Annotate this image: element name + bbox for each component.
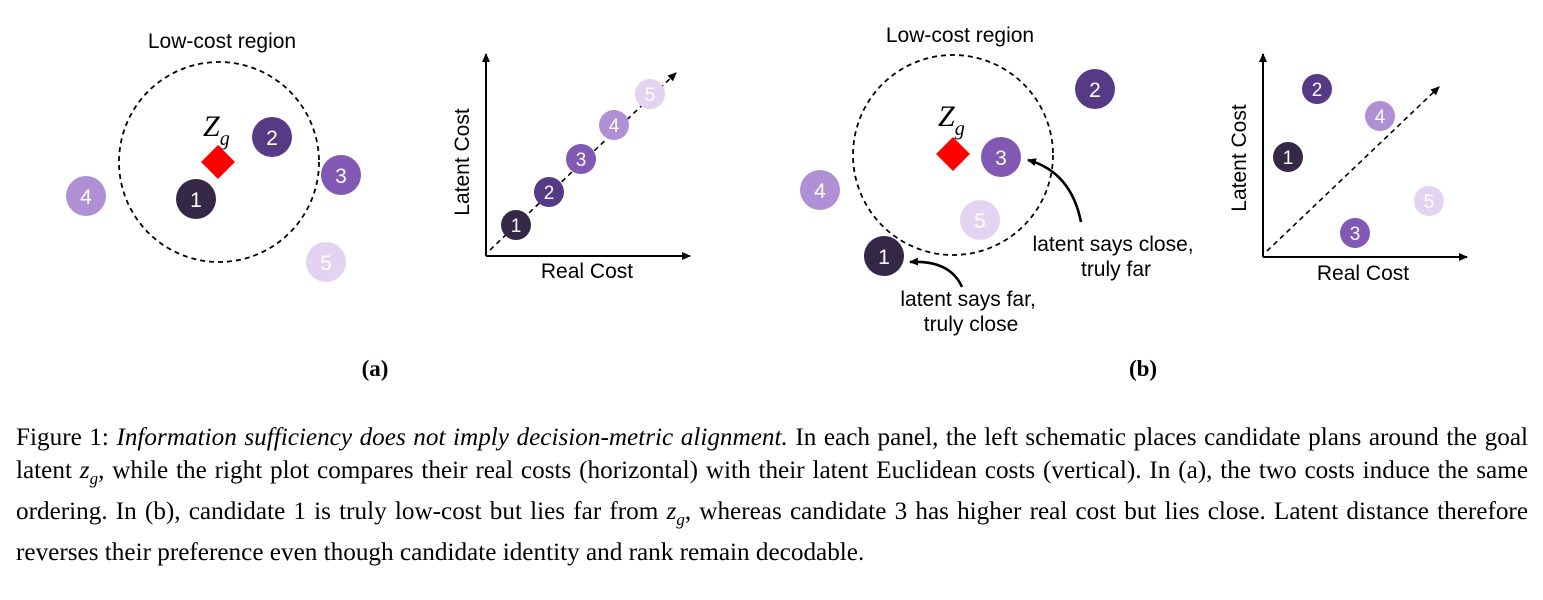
goal-latent-label: Zg (203, 110, 230, 150)
plot-point-3: 3 (566, 144, 596, 174)
panel-b: Low-cost region Zg 1 2 3 4 5 (800, 24, 1468, 381)
candidate-3: 3 (321, 155, 361, 195)
candidate-number: 4 (80, 186, 92, 209)
caption-text-3: , whereas candidate 3 has higher real co… (16, 498, 1528, 567)
plot-point-dot (1414, 186, 1444, 216)
annotation-1-text: latent says far, truly close (900, 288, 1041, 336)
goal-latent-marker (936, 137, 970, 171)
plot-point-2: 2 (534, 177, 564, 207)
candidate-4: 4 (800, 170, 840, 210)
plot-point-number: 1 (1283, 148, 1294, 169)
plot-point-4: 4 (1365, 101, 1395, 131)
x-axis-label: Real Cost (541, 260, 633, 283)
candidate-number: 1 (878, 246, 890, 269)
caption-math-zg-1: zg (79, 457, 99, 489)
plot-point-dot (635, 79, 665, 109)
goal-latent-marker (201, 145, 235, 179)
plot-point-number: 4 (609, 116, 620, 137)
plot-point-5: 5 (635, 79, 665, 109)
y-axis-label: Latent Cost (1228, 104, 1251, 212)
caption-math-zg-2: zg (666, 498, 685, 530)
y-axis-label: Latent Cost (451, 108, 474, 216)
panel-a-cost-plot: Real Cost Latent Cost 1 2 3 4 5 (451, 53, 691, 283)
annotation-arrow-1 (909, 257, 964, 288)
candidate-number: 4 (814, 180, 826, 203)
plot-point-dot (1302, 74, 1332, 104)
plot-point-dot (1340, 218, 1370, 248)
plot-point-3: 3 (1340, 218, 1370, 248)
plot-point-dot (1273, 142, 1303, 172)
candidate-dot (252, 117, 292, 157)
candidate-4: 4 (66, 176, 106, 216)
plot-point-dot (566, 144, 596, 174)
goal-latent-label: Zg (938, 100, 965, 140)
candidate-1: 1 (176, 179, 216, 219)
plot-point-4: 4 (599, 110, 629, 140)
panel-a: Low-cost region Zg 1 2 3 4 5 (66, 30, 691, 381)
panel-b-sublabel: (b) (1129, 356, 1157, 381)
candidate-2: 2 (1075, 69, 1115, 109)
candidate-number: 5 (320, 252, 332, 275)
plot-point-2: 2 (1302, 74, 1332, 104)
candidate-dot (66, 176, 106, 216)
candidate-dot (321, 155, 361, 195)
panel-a-sublabel: (a) (362, 356, 389, 381)
caption-text-2: , while the right plot compares their re… (16, 457, 1529, 526)
plot-point-number: 3 (1350, 224, 1361, 245)
candidate-number: 5 (974, 210, 986, 233)
candidate-dot (981, 137, 1021, 177)
annotation-3-text: latent says close, truly far (1033, 233, 1200, 281)
plot-point-dot (534, 177, 564, 207)
candidate-number: 3 (335, 165, 347, 188)
x-axis-label: Real Cost (1317, 262, 1409, 285)
identity-diagonal (1266, 86, 1440, 252)
plot-point-number: 2 (544, 183, 555, 204)
candidate-dot (864, 236, 904, 276)
plot-point-dot (599, 110, 629, 140)
plot-point-number: 4 (1375, 107, 1386, 128)
plot-point-number: 1 (511, 216, 522, 237)
candidate-dot (306, 242, 346, 282)
plot-point-5: 5 (1414, 186, 1444, 216)
plot-point-1: 1 (1273, 142, 1303, 172)
candidate-dot (960, 200, 1000, 240)
candidate-5: 5 (306, 242, 346, 282)
low-cost-region-circle (118, 61, 320, 263)
plot-point-number: 3 (576, 150, 587, 171)
candidate-2: 2 (252, 117, 292, 157)
figure-caption: Figure 1: Information sufficiency does n… (16, 421, 1528, 569)
candidate-number: 3 (995, 147, 1007, 170)
plot-point-number: 2 (1312, 80, 1323, 101)
figure-1: Low-cost region Zg 1 2 3 4 5 (66, 24, 1468, 381)
candidate-dot (1075, 69, 1115, 109)
panel-b-cost-plot: Real Cost Latent Cost 1 2 3 4 5 (1228, 53, 1468, 285)
plot-point-1: 1 (501, 210, 531, 240)
candidate-dot (176, 179, 216, 219)
low-cost-region-circle (852, 54, 1054, 256)
low-cost-region-label: Low-cost region (148, 30, 296, 53)
panel-a-schematic: Low-cost region Zg 1 2 3 4 5 (66, 30, 361, 282)
candidate-dot (800, 170, 840, 210)
candidate-1: 1 (864, 236, 904, 276)
caption-text-1: In each panel, the left schematic places… (16, 424, 1529, 484)
candidate-number: 1 (190, 189, 202, 212)
candidate-3: 3 (981, 137, 1021, 177)
caption-title: Information sufficiency does not imply d… (116, 424, 788, 451)
candidate-number: 2 (1089, 79, 1101, 102)
plot-point-number: 5 (645, 85, 656, 106)
candidate-number: 2 (266, 127, 278, 150)
caption-figure-label: Figure 1: (16, 424, 109, 451)
plot-point-dot (501, 210, 531, 240)
plot-point-dot (1365, 101, 1395, 131)
candidate-5: 5 (960, 200, 1000, 240)
panel-b-schematic: Low-cost region Zg 1 2 3 4 5 (800, 24, 1200, 336)
plot-point-number: 5 (1424, 192, 1435, 213)
annotation-arrow-3 (1027, 158, 1083, 223)
low-cost-region-label: Low-cost region (886, 24, 1034, 47)
